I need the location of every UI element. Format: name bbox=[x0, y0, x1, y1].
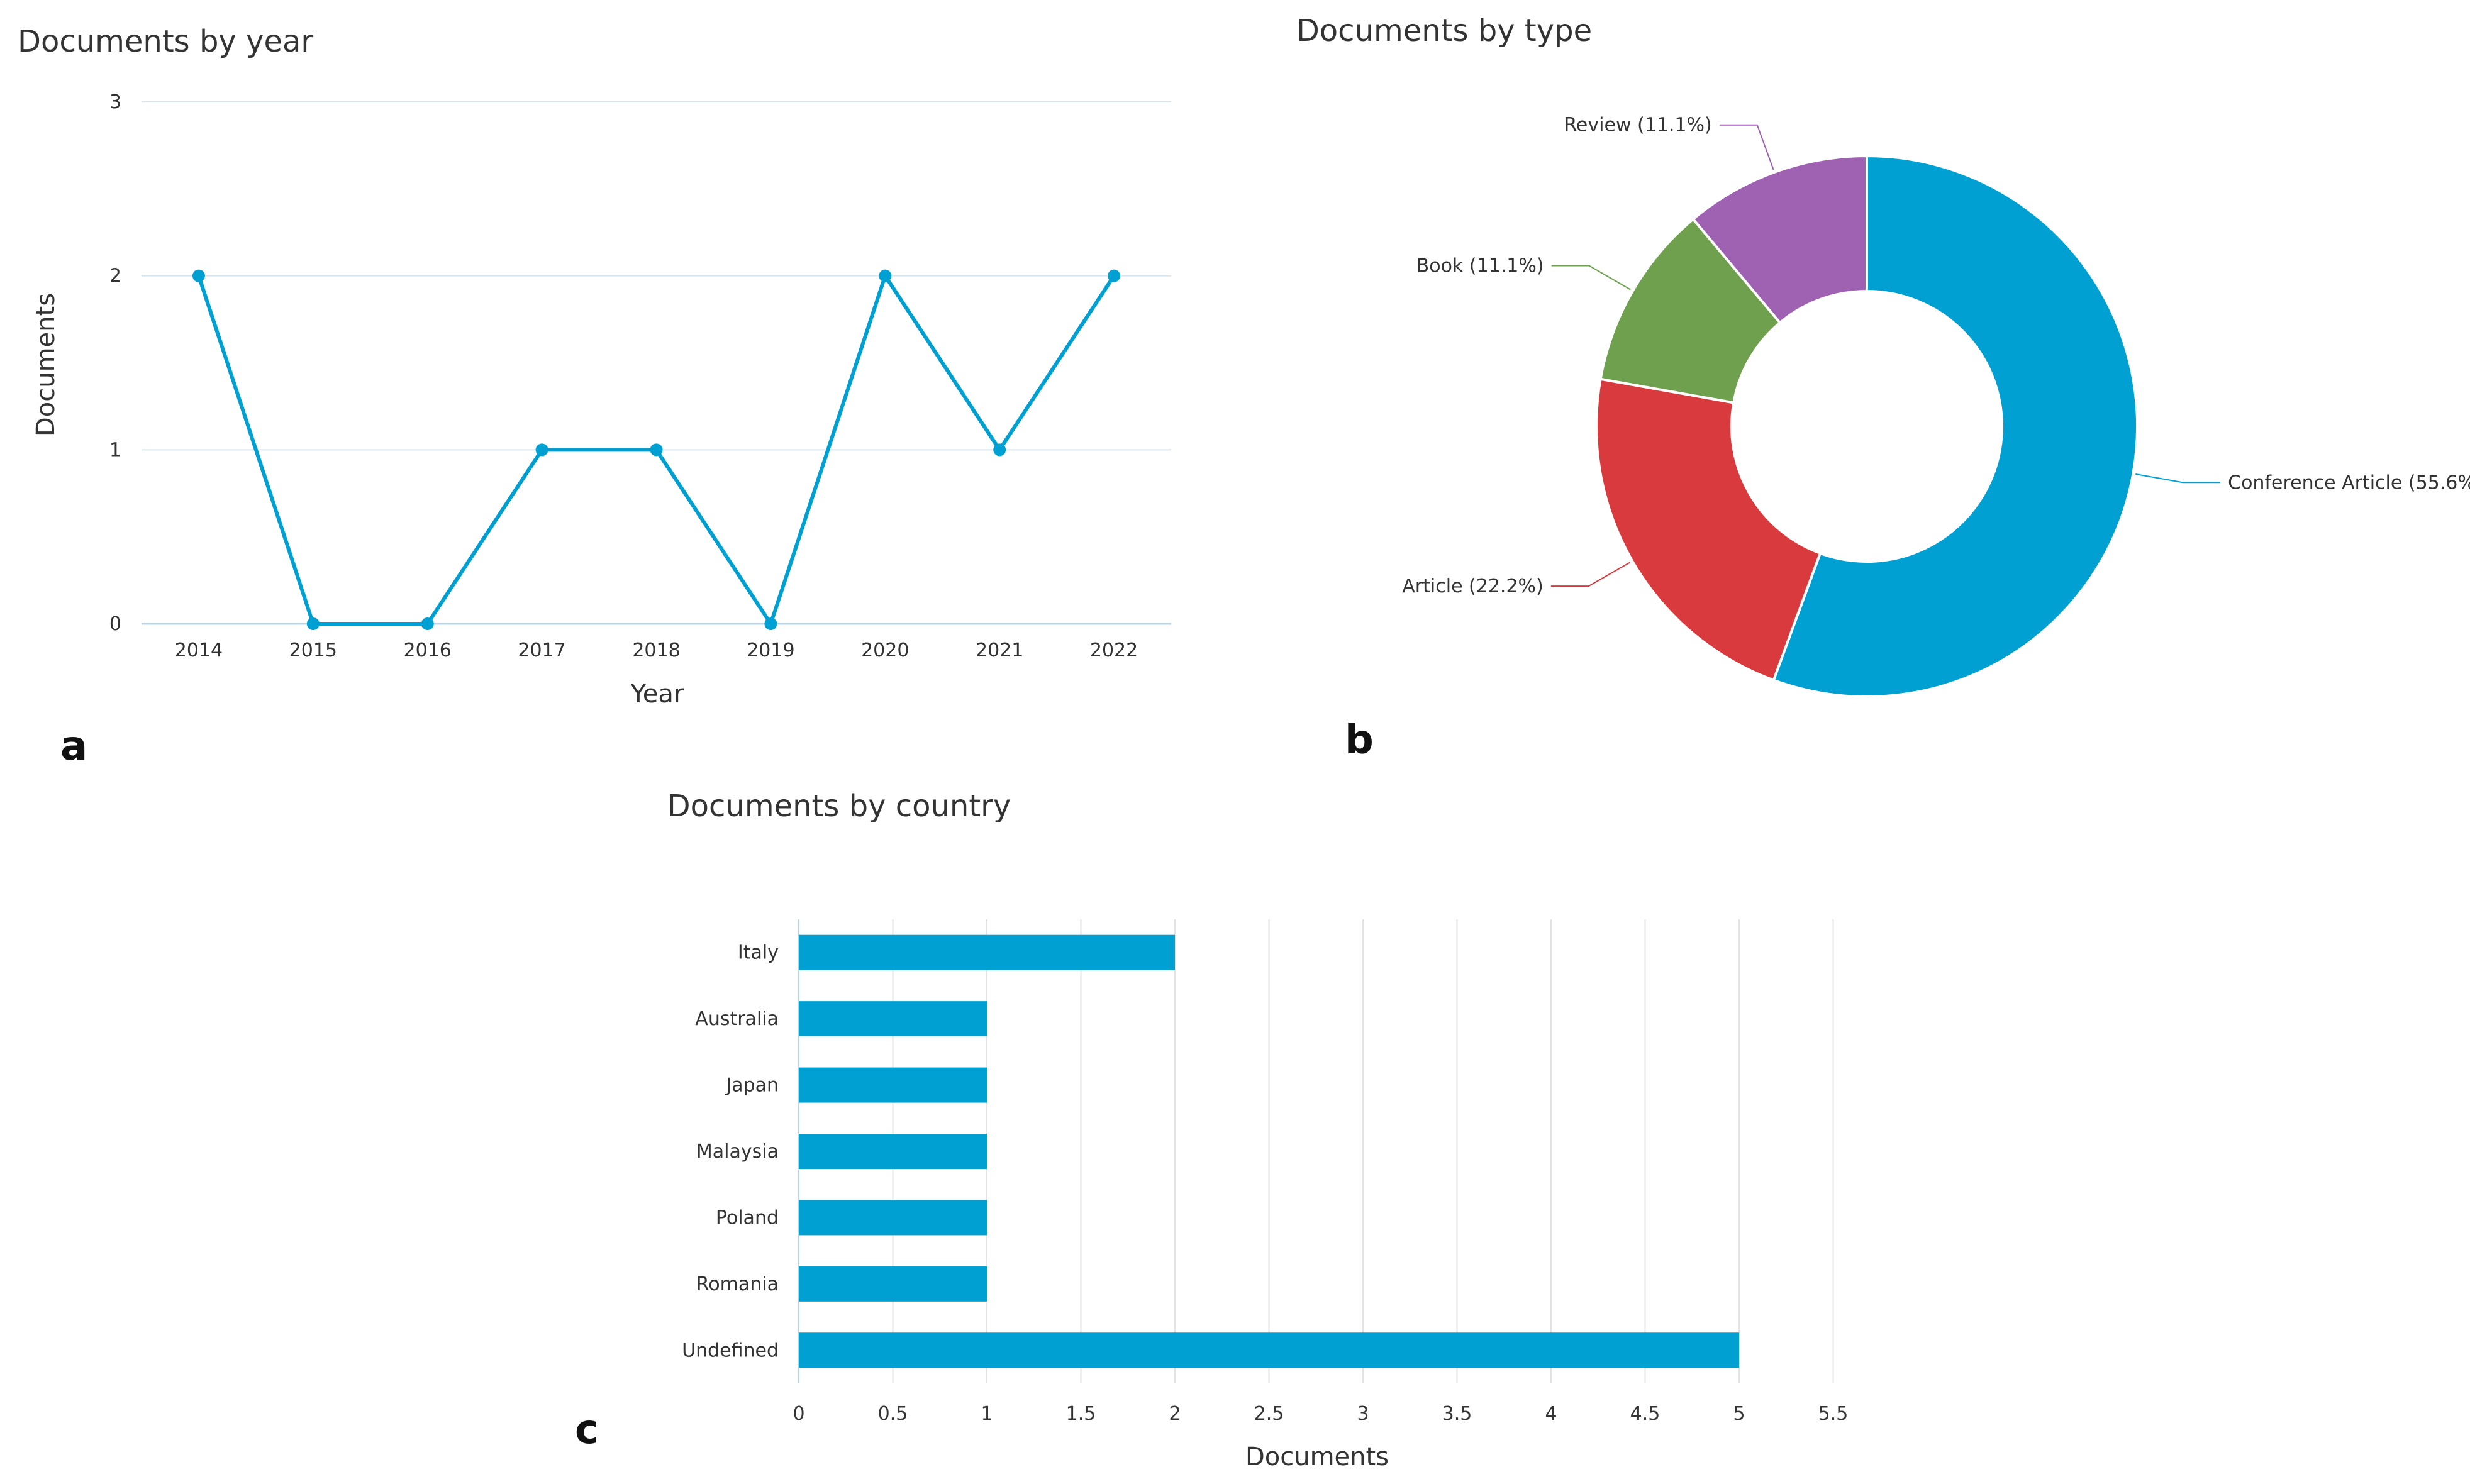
chart-b-title: Documents by type bbox=[1296, 13, 1592, 48]
chart-a-point-2019 bbox=[764, 617, 777, 630]
panel-label-b: b bbox=[1345, 717, 1374, 763]
chart-c-category-label: Australia bbox=[695, 1008, 779, 1030]
documents-by-country-chart: Documents by country Italy Australia Japan… bbox=[575, 789, 1848, 1471]
chart-c-x-tick-label: 1.5 bbox=[1066, 1403, 1096, 1425]
chart-a-x-tick-label: 2021 bbox=[976, 640, 1023, 662]
chart-c-x-tick-label: 4.5 bbox=[1630, 1403, 1661, 1425]
chart-a-y-tick-label: 0 bbox=[109, 613, 121, 635]
chart-b-leader-line bbox=[1719, 124, 1774, 170]
chart-a-y-tick-label: 3 bbox=[109, 91, 121, 113]
chart-a-x-tick-label: 2018 bbox=[632, 640, 680, 662]
chart-c-bar-malaysia bbox=[799, 1134, 987, 1169]
chart-c-bar-australia bbox=[799, 1001, 987, 1037]
chart-b-slice-article bbox=[1595, 377, 1822, 682]
chart-b-slice-conference-article bbox=[1772, 154, 2139, 698]
chart-b-slice-label: Book (11.1%) bbox=[1416, 255, 1544, 277]
chart-a-point-2016 bbox=[421, 617, 434, 630]
chart-a-x-tick-label: 2019 bbox=[747, 640, 794, 662]
chart-c-bar-romania bbox=[799, 1266, 987, 1302]
chart-c-x-tick-label: 0 bbox=[793, 1403, 804, 1425]
chart-a-x-tick-label: 2020 bbox=[861, 640, 909, 662]
chart-c-x-tick-label: 3 bbox=[1357, 1403, 1369, 1425]
chart-b-slice-review bbox=[1691, 154, 1868, 325]
chart-c-x-tick-label: 2 bbox=[1169, 1403, 1181, 1425]
chart-c-x-tick-label: 5 bbox=[1733, 1403, 1745, 1425]
documents-by-type-chart: Documents by type Conference Article (55… bbox=[1296, 13, 2470, 763]
chart-c-title: Documents by country bbox=[667, 789, 1011, 824]
chart-c-x-tick-label: 4 bbox=[1545, 1403, 1557, 1425]
chart-a-y-axis-label: Documents bbox=[31, 293, 60, 436]
chart-a-x-ticks: 2014 2015 2016 2017 2018 2019 2020 2021 2022 bbox=[175, 640, 1138, 662]
chart-c-bar-undefined bbox=[799, 1332, 1739, 1368]
chart-b-slices bbox=[1595, 154, 2139, 698]
chart-b-leader-line bbox=[1550, 562, 1631, 587]
chart-c-category-labels: Italy Australia Japan Malaysia Poland Romania… bbox=[682, 942, 779, 1362]
chart-c-x-axis-label: Documents bbox=[1245, 1442, 1389, 1471]
chart-a-point-2018 bbox=[650, 443, 663, 457]
chart-a-x-tick-label: 2017 bbox=[518, 640, 565, 662]
chart-c-category-label: Japan bbox=[725, 1075, 779, 1097]
chart-c-x-tick-label: 3.5 bbox=[1442, 1403, 1472, 1425]
chart-c-category-label: Poland bbox=[716, 1207, 779, 1229]
chart-b-leader-line bbox=[1551, 265, 1631, 291]
chart-a-y-ticks: 0 1 2 3 bbox=[109, 91, 121, 635]
chart-a-y-tick-label: 1 bbox=[109, 439, 121, 461]
chart-c-bars bbox=[799, 934, 1739, 1368]
chart-a-gridlines bbox=[142, 101, 1171, 625]
chart-c-category-label: Undefined bbox=[682, 1339, 779, 1361]
chart-b-slice-labels: Conference Article (55.6%) Article (22.2%… bbox=[1402, 114, 2470, 597]
chart-a-points bbox=[192, 269, 1121, 630]
chart-c-x-ticks: 0 0.5 1 1.5 2 2.5 3 3.5 4 4.5 5 5.5 bbox=[793, 1403, 1848, 1425]
chart-a-x-tick-label: 2014 bbox=[175, 640, 223, 662]
chart-a-x-axis-label: Year bbox=[630, 680, 684, 709]
chart-b-slice-book bbox=[1599, 217, 1782, 404]
chart-b-slice-label: Article (22.2%) bbox=[1402, 575, 1544, 597]
chart-a-point-2015 bbox=[306, 617, 320, 630]
panel-label-c: c bbox=[575, 1407, 599, 1453]
chart-c-category-label: Romania bbox=[696, 1273, 779, 1295]
chart-c-x-tick-label: 1 bbox=[981, 1403, 993, 1425]
chart-c-bar-japan bbox=[799, 1067, 987, 1103]
chart-a-title: Documents by year bbox=[18, 24, 313, 59]
chart-a-point-2020 bbox=[879, 269, 892, 282]
chart-c-bar-poland bbox=[799, 1200, 987, 1236]
chart-a-point-2014 bbox=[192, 269, 205, 282]
chart-c-category-label: Italy bbox=[738, 942, 779, 964]
chart-a-x-tick-label: 2022 bbox=[1090, 640, 1138, 662]
chart-b-slice-label: Review (11.1%) bbox=[1564, 114, 1711, 136]
chart-a-x-tick-label: 2015 bbox=[289, 640, 337, 662]
chart-a-point-2017 bbox=[535, 443, 548, 457]
chart-a-x-tick-label: 2016 bbox=[404, 640, 452, 662]
chart-b-slice-label: Conference Article (55.6%) bbox=[2228, 472, 2470, 494]
chart-c-x-tick-label: 0.5 bbox=[878, 1403, 908, 1425]
chart-a-point-2021 bbox=[993, 443, 1006, 457]
chart-c-category-label: Malaysia bbox=[696, 1141, 779, 1163]
chart-a-y-tick-label: 2 bbox=[109, 265, 121, 287]
panel-label-a: a bbox=[60, 723, 87, 770]
chart-c-x-tick-label: 2.5 bbox=[1254, 1403, 1284, 1425]
chart-c-bar-italy bbox=[799, 934, 1175, 970]
chart-b-leader-line bbox=[2135, 473, 2221, 484]
chart-c-x-tick-label: 5.5 bbox=[1818, 1403, 1849, 1425]
chart-a-point-2022 bbox=[1108, 269, 1121, 282]
